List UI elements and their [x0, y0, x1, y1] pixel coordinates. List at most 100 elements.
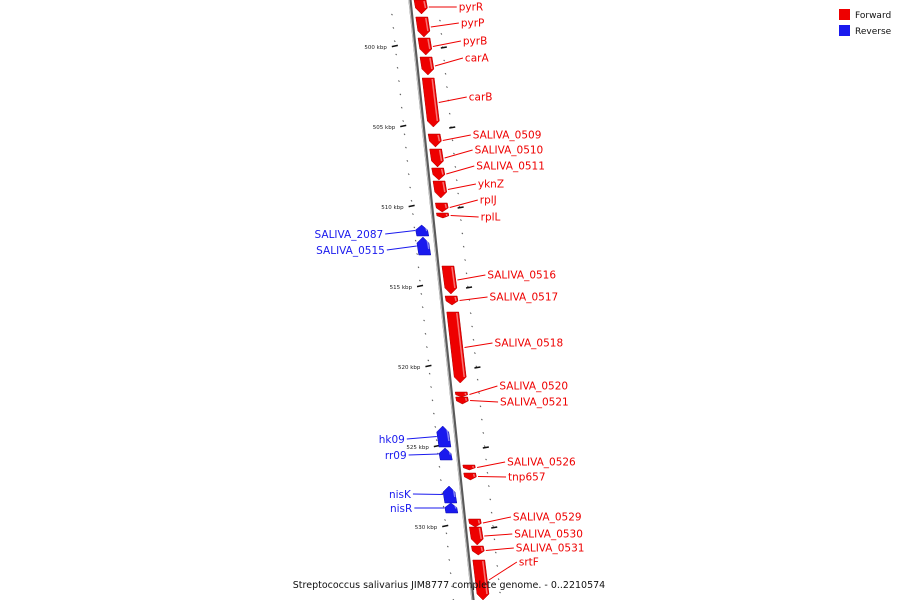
- gene-leader: [459, 296, 488, 301]
- gene-arrow-rr09[interactable]: [438, 447, 453, 461]
- scale-minor-tick: [412, 213, 414, 216]
- scale-minor-tick: [451, 585, 453, 588]
- gene-highlight: [440, 168, 444, 175]
- gene-arrow-rplj[interactable]: [435, 202, 449, 213]
- gene-arrow-saliva_0518[interactable]: [446, 311, 467, 384]
- scale-minor-tick: [392, 26, 395, 29]
- gene-arrow-saliva_0517[interactable]: [444, 295, 459, 306]
- gene-leader: [442, 134, 471, 141]
- scale-minor-tick: [493, 538, 496, 541]
- gene-label-pyrr: pyrR: [459, 2, 484, 14]
- gene-highlight: [424, 225, 428, 232]
- scale-minor-tick: [446, 86, 448, 89]
- gene-leader: [485, 547, 514, 551]
- gene-arrow-saliva_0511[interactable]: [431, 167, 446, 181]
- scale-minor-tick: [448, 112, 451, 115]
- gene-leader: [434, 57, 464, 67]
- scale-minor-tick: [485, 458, 487, 461]
- scale-minor-tick: [461, 232, 464, 235]
- scale-major-tick: [440, 46, 447, 49]
- gene-highlight: [472, 473, 476, 478]
- gene-arrow-saliva_0521[interactable]: [455, 396, 469, 405]
- gene-arrow-saliva_0520[interactable]: [454, 391, 468, 398]
- scale-minor-tick: [431, 399, 434, 402]
- scale-minor-tick: [410, 199, 413, 202]
- gene-arrow-saliva_0529[interactable]: [468, 518, 482, 528]
- gene-arrow-saliva_0516[interactable]: [441, 265, 458, 295]
- scale-minor-tick: [403, 133, 406, 136]
- gene-leader: [412, 493, 443, 495]
- gene-arrow-cara[interactable]: [419, 56, 435, 76]
- scale-minor-tick: [400, 106, 403, 109]
- gene-arrow-srtf[interactable]: [472, 559, 490, 600]
- gene-highlight: [442, 181, 446, 193]
- scale-minor-tick: [393, 40, 396, 43]
- gene-label-cara: carA: [465, 53, 490, 65]
- gene-leader: [438, 96, 467, 103]
- gene-highlight: [438, 149, 443, 162]
- gene-leader: [482, 516, 512, 524]
- gene-arrow-saliva_0509[interactable]: [427, 133, 442, 148]
- scale-minor-tick: [499, 591, 501, 594]
- gene-highlight: [448, 448, 452, 455]
- gene-label-saliva_0521: SALIVA_0521: [500, 397, 569, 409]
- gene-arrow-saliva_0530[interactable]: [469, 526, 484, 546]
- gene-arrow-saliva_0515[interactable]: [416, 236, 432, 256]
- gene-arrow-carb[interactable]: [421, 77, 440, 128]
- gene-arrow-saliva_2087[interactable]: [415, 224, 430, 237]
- scale-minor-tick: [419, 279, 421, 282]
- scale-major-tick: [400, 124, 407, 128]
- scale-minor-tick: [428, 372, 431, 375]
- scale-major-tick: [425, 364, 432, 368]
- gene-highlight: [431, 78, 439, 122]
- gene-leader: [447, 183, 476, 190]
- gene-arrow-saliva_0510[interactable]: [429, 148, 444, 168]
- gene-arrow-pyrb[interactable]: [417, 37, 433, 56]
- scale-tick-label: 525 kbp: [406, 445, 429, 451]
- gene-leader: [430, 22, 459, 28]
- scale-minor-tick: [438, 465, 441, 468]
- scale-minor-tick: [490, 511, 493, 514]
- gene-arrow-saliva_0531[interactable]: [471, 545, 485, 556]
- scale-major-tick: [416, 284, 424, 288]
- scale-minor-tick: [399, 93, 402, 96]
- genome-caption: Streptococcus salivarius JIM8777 complet…: [293, 580, 605, 591]
- gene-leader: [464, 342, 493, 348]
- gene-leader: [408, 453, 439, 456]
- gene-label-saliva_0510: SALIVA_0510: [475, 145, 544, 157]
- scale-minor-tick: [440, 32, 443, 35]
- gene-arrow-saliva_0526[interactable]: [462, 464, 476, 471]
- gene-label-rr09: rr09: [385, 450, 407, 462]
- gene-arrow-tnp657[interactable]: [463, 472, 477, 481]
- gene-arrow-rpll[interactable]: [436, 212, 450, 219]
- scale-minor-tick: [444, 519, 446, 521]
- legend-label-forward: Forward: [855, 11, 891, 21]
- gene-arrow-pyrp[interactable]: [415, 16, 431, 38]
- gene-arrow-yknz[interactable]: [432, 180, 448, 199]
- gene-highlight: [444, 203, 447, 209]
- gene-leader: [470, 400, 499, 403]
- gene-label-saliva_0518: SALIVA_0518: [494, 338, 563, 350]
- scale-tick-label: 520 kbp: [398, 365, 421, 371]
- scale-minor-tick: [407, 173, 410, 176]
- scale-minor-tick: [465, 272, 468, 275]
- scale-minor-tick: [451, 139, 454, 142]
- gene-label-pyrb: pyrB: [463, 36, 487, 48]
- scale-minor-tick: [443, 59, 446, 62]
- gene-highlight: [445, 426, 450, 442]
- scale-minor-tick: [409, 186, 412, 189]
- gene-label-yknz: yknZ: [478, 179, 504, 191]
- scale-minor-tick: [475, 365, 478, 368]
- gene-label-saliva_0529: SALIVA_0529: [513, 512, 582, 524]
- scale-minor-tick: [420, 292, 423, 295]
- scale-minor-tick: [478, 392, 480, 394]
- scale-minor-tick: [442, 505, 445, 508]
- scale-minor-tick: [405, 146, 407, 149]
- gene-arrow-nisr[interactable]: [444, 502, 459, 514]
- gene-highlight: [426, 237, 430, 250]
- scale-minor-tick: [414, 239, 417, 242]
- scale-minor-tick: [395, 53, 398, 56]
- gene-arrow-hk09[interactable]: [436, 425, 452, 448]
- gene-arrow-pyrr[interactable]: [413, 0, 428, 15]
- scale-minor-tick: [489, 498, 492, 501]
